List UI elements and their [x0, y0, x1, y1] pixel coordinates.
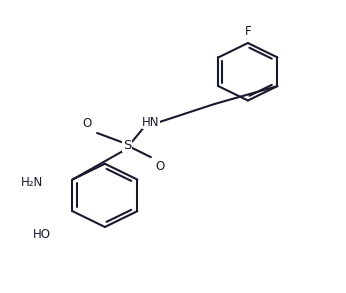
Text: O: O — [156, 160, 165, 173]
Text: HN: HN — [142, 115, 160, 129]
Text: F: F — [245, 25, 251, 38]
Text: HO: HO — [33, 228, 51, 241]
Text: H₂N: H₂N — [21, 176, 43, 189]
Text: S: S — [123, 139, 131, 151]
Text: O: O — [82, 117, 91, 130]
